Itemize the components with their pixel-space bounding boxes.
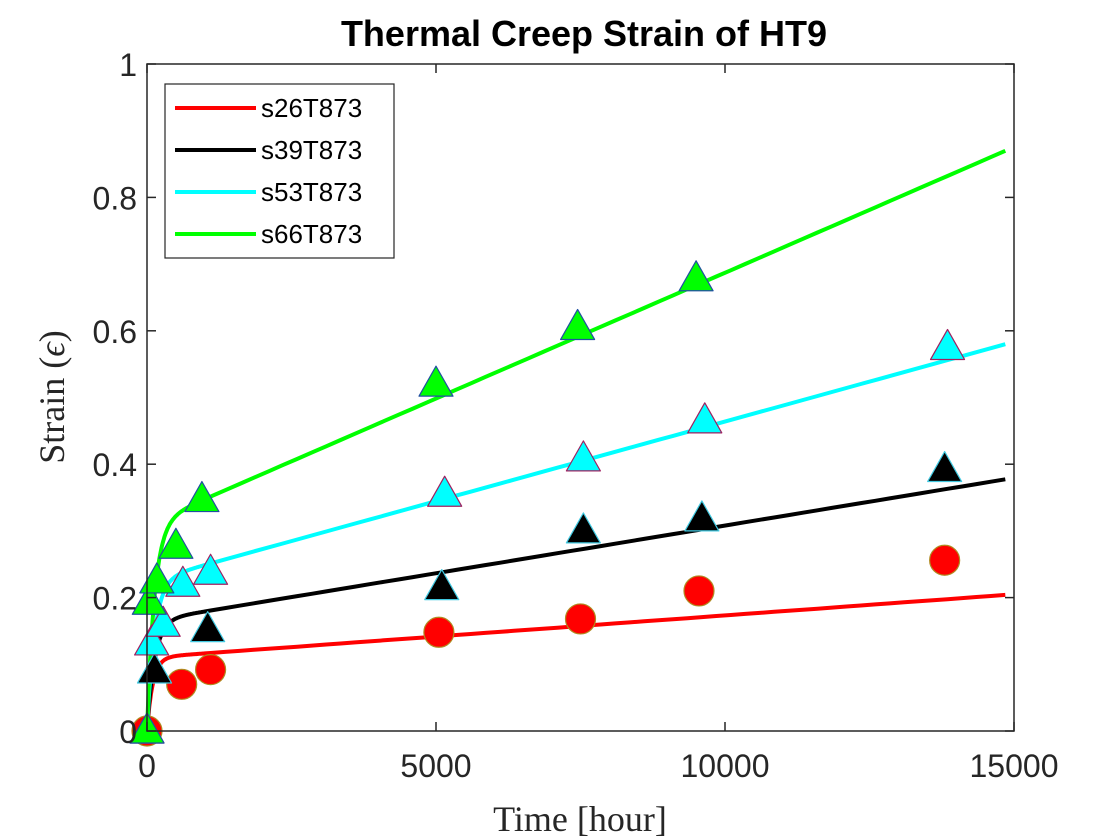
y-tick-label: 0.6: [93, 314, 137, 350]
data-point-s53T873: [145, 605, 181, 637]
plot-box: [146, 63, 1015, 732]
data-point-s53T873: [192, 553, 229, 585]
legend-label-s53T873: s53T873: [261, 177, 362, 207]
data-point-s66T873: [560, 308, 596, 341]
y-axis-label: Strain (ϵ): [32, 330, 72, 464]
data-point-s39T873: [684, 500, 720, 532]
data-point-s66T873: [158, 527, 194, 559]
legend-label-s39T873: s39T873: [261, 135, 362, 165]
legend: s26T873 s39T873 s53T873 s66T873: [164, 83, 395, 259]
x-axis-ticks: 0 5000 10000 15000: [138, 64, 1058, 784]
data-point-s26T873: [564, 603, 597, 635]
x-tick-label: 5000: [400, 748, 471, 784]
data-point-s53T873: [165, 565, 201, 597]
data-point-s53T873: [565, 440, 601, 472]
series-line-s53T873: [145, 342, 1006, 732]
x-tick-label: 0: [138, 748, 156, 784]
y-axis-ticks: 0 0.2 0.4 0.6 0.8 1: [93, 47, 1014, 750]
y-tick-label: 0: [119, 714, 137, 750]
data-point-s26T873: [194, 654, 227, 686]
y-tick-label: 0.2: [93, 581, 137, 617]
data-point-s39T873: [565, 512, 601, 544]
chart-title: Thermal Creep Strain of HT9: [341, 13, 827, 54]
y-axis-label-suffix: ): [32, 330, 72, 342]
data-point-s66T873: [418, 365, 454, 397]
y-tick-label: 0.8: [93, 180, 137, 216]
series-line-s26T873: [145, 592, 1006, 732]
data-point-s53T873: [687, 402, 723, 434]
legend-label-s26T873: s26T873: [261, 93, 362, 123]
data-point-s53T873: [427, 475, 463, 507]
data-point-s39T873: [424, 568, 460, 601]
legend-box: [164, 83, 395, 259]
y-tick-label: 1: [119, 47, 137, 83]
data-point-s66T873: [678, 260, 714, 292]
y-axis-label-prefix: Strain (: [32, 357, 72, 464]
data-point-s53T873: [134, 624, 170, 656]
data-point-s39T873: [190, 611, 226, 643]
x-tick-label: 10000: [681, 748, 770, 784]
y-tick-label: 0.4: [93, 447, 137, 483]
x-axis-label: Time [hour]: [493, 799, 667, 839]
data-point-s66T873: [139, 562, 175, 594]
y-axis-label-symbol: ϵ: [32, 341, 72, 357]
data-point-s39T873: [927, 450, 963, 483]
data-point-s39T873: [136, 652, 173, 684]
data-point-s26T873: [929, 544, 961, 576]
data-point-s53T873: [929, 328, 966, 361]
data-point-s26T873: [423, 616, 455, 648]
data-point-s66T873: [184, 480, 220, 513]
x-tick-label: 15000: [970, 748, 1059, 784]
data-point-s26T873: [166, 668, 198, 700]
data-point-s66T873: [131, 583, 167, 615]
legend-label-s66T873: s66T873: [261, 219, 362, 249]
data-point-s26T873: [683, 575, 715, 607]
